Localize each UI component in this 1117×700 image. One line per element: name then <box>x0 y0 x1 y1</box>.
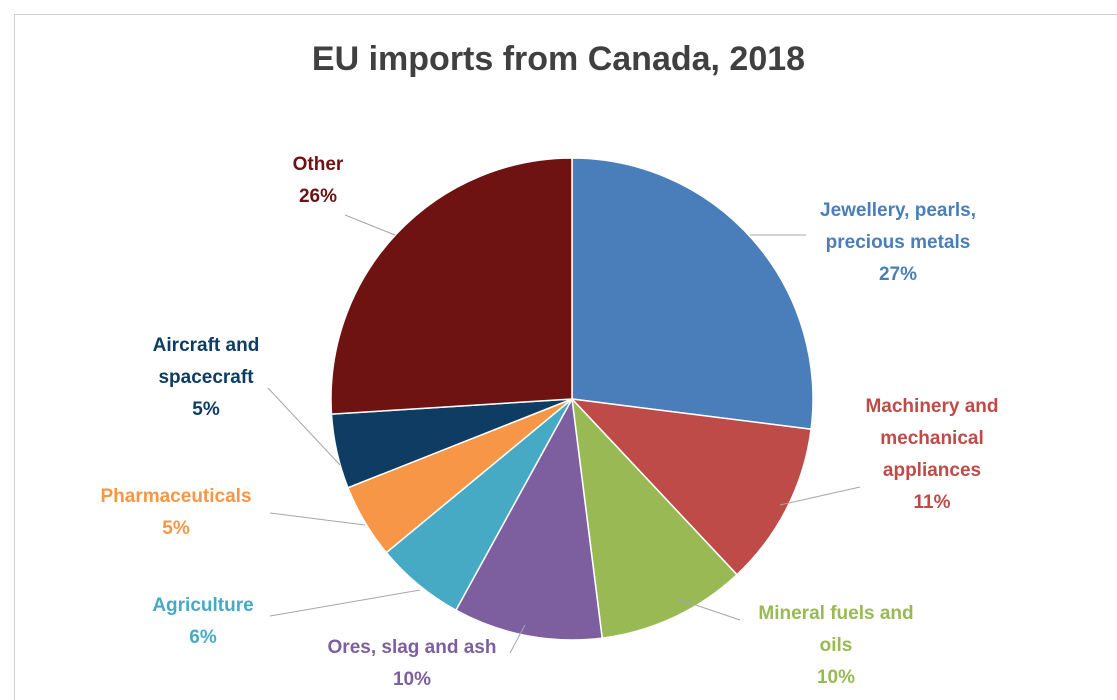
slice-value-label: 10% <box>817 667 855 688</box>
leader-line-8 <box>344 214 396 236</box>
slice-value-label: 6% <box>189 627 217 648</box>
slice-name-label: precious metals <box>826 232 971 253</box>
pie-slice-1 <box>571 157 814 431</box>
slice-name-label: Jewellery, pearls, <box>820 200 976 221</box>
slice-label-7: Aircraft and spacecraft 5% <box>153 335 260 420</box>
slice-name-label: Agriculture <box>152 595 253 616</box>
slice-name-label: spacecraft <box>158 367 254 388</box>
slice-value-label: 5% <box>192 399 220 420</box>
slice-label-1: Jewellery, pearls, precious metals 27% <box>820 200 976 285</box>
slice-name-label: Other <box>293 154 344 175</box>
slice-name-label: Machinery and <box>865 396 998 417</box>
slice-label-3: Mineral fuels and oils 10% <box>758 603 913 688</box>
leader-line-2 <box>779 486 861 506</box>
slice-name-label: mechanical <box>880 428 984 449</box>
leader-line-4 <box>509 624 526 654</box>
leader-line-3 <box>674 597 741 621</box>
slice-label-6: Pharmaceuticals 5% <box>100 486 251 539</box>
slice-name-label: Ores, slag and ash <box>328 637 497 658</box>
pie-slice-4 <box>454 396 604 641</box>
leader-line-6 <box>269 512 366 526</box>
slice-value-label: 10% <box>393 669 431 690</box>
pie-slice-3 <box>570 396 739 639</box>
slice-name-label: oils <box>820 635 853 656</box>
slice-value-label: 11% <box>914 492 951 513</box>
slice-label-5: Agriculture 6% <box>152 595 253 648</box>
slice-label-8: Other 26% <box>293 154 344 207</box>
pie-slice-2 <box>570 397 812 576</box>
slice-name-label: Aircraft and <box>153 335 260 356</box>
leader-line-5 <box>269 589 421 617</box>
chart-title: EU imports from Canada, 2018 <box>311 40 806 78</box>
slice-label-4: Ores, slag and ash 10% <box>328 637 497 690</box>
slice-value-label: 5% <box>162 518 190 539</box>
slice-value-label: 27% <box>879 264 917 285</box>
pie-slice-8 <box>330 157 573 415</box>
slice-name-label: Pharmaceuticals <box>100 486 251 507</box>
leader-line-7 <box>267 387 341 466</box>
slice-name-label: appliances <box>883 460 981 481</box>
slice-value-label: 26% <box>299 186 337 207</box>
slice-label-2: Machinery and mechanical appliances 11% <box>865 396 998 513</box>
slice-name-label: Mineral fuels and <box>758 603 913 624</box>
